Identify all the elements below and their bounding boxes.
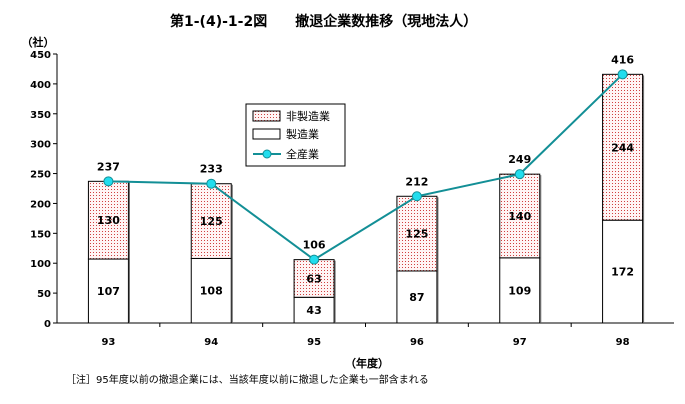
legend-label-manufacturing: 製造業 <box>286 127 319 141</box>
y-tick-label: 200 <box>30 199 51 210</box>
data-label-all-industries: 416 <box>611 53 634 66</box>
data-label-non-manufacturing: 63 <box>306 272 321 285</box>
data-label-manufacturing: 109 <box>508 284 531 297</box>
data-label-manufacturing: 87 <box>409 291 424 304</box>
bar-manufacturing <box>602 219 644 324</box>
bar-non-manufacturing <box>602 73 644 221</box>
y-tick-label: 400 <box>30 80 51 91</box>
y-tick-label: 300 <box>30 140 51 151</box>
bar-manufacturing <box>396 270 438 324</box>
data-label-non-manufacturing: 125 <box>200 215 223 228</box>
y-tick-label: 450 <box>30 50 51 61</box>
legend-marker-all-industries <box>262 149 272 159</box>
legend-label-non-manufacturing: 非製造業 <box>286 109 330 123</box>
data-label-non-manufacturing: 140 <box>508 210 531 223</box>
y-tick-label: 350 <box>30 110 51 121</box>
bar-manufacturing <box>499 257 541 324</box>
data-label-all-industries: 106 <box>303 239 326 252</box>
bar-manufacturing <box>87 258 129 324</box>
data-label-non-manufacturing: 244 <box>611 141 634 154</box>
data-label-all-industries: 233 <box>200 163 223 176</box>
bar-non-manufacturing <box>190 183 232 259</box>
bar-manufacturing <box>293 296 335 324</box>
bar-non-manufacturing <box>499 173 541 259</box>
y-tick-label: 150 <box>30 229 51 240</box>
legend-label-all-industries: 全産業 <box>286 147 319 161</box>
data-label-non-manufacturing: 130 <box>97 214 120 227</box>
bar-non-manufacturing <box>396 195 438 272</box>
data-label-all-industries: 212 <box>405 175 428 188</box>
x-axis-label: （年度） <box>345 356 389 370</box>
data-label-non-manufacturing: 125 <box>405 228 428 241</box>
y-axis-label: （社） <box>22 35 55 49</box>
legend-swatch-non-manufacturing <box>252 110 281 122</box>
marker-all-industries <box>206 178 217 189</box>
y-tick-label: 50 <box>37 289 51 300</box>
marker-all-industries <box>411 191 422 202</box>
data-label-all-industries: 237 <box>97 160 120 173</box>
data-label-all-industries: 249 <box>508 153 531 166</box>
y-tick-label: 100 <box>30 259 51 270</box>
x-tick-label: 95 <box>307 337 321 348</box>
data-label-manufacturing: 108 <box>200 285 223 298</box>
bar-non-manufacturing <box>87 180 129 260</box>
y-tick-label: 0 <box>44 319 51 330</box>
chart-note: ［注］95年度以前の撤退企業には、当該年度以前に撤退した企業も一部含まれる <box>66 373 429 386</box>
marker-all-industries <box>103 176 114 187</box>
x-tick-label: 94 <box>204 337 218 348</box>
marker-all-industries <box>514 169 525 180</box>
data-label-manufacturing: 172 <box>611 266 634 279</box>
chart-title: 第1-(4)-1-2図 撤退企業数推移（現地法人） <box>170 13 477 30</box>
x-tick-label: 96 <box>410 337 424 348</box>
marker-all-industries <box>309 254 320 265</box>
y-tick-label: 250 <box>30 170 51 181</box>
x-tick-label: 97 <box>513 337 527 348</box>
plot-area: 0 50 100 150 200 250 300 350 400 450 93 94 95 96 97 98 1… <box>30 50 674 348</box>
legend: 非製造業 製造業 全産業 <box>245 103 346 167</box>
legend-swatch-manufacturing <box>252 128 281 140</box>
x-tick-label: 98 <box>616 337 630 348</box>
x-tick-label: 93 <box>101 337 115 348</box>
data-label-manufacturing: 107 <box>97 285 120 298</box>
data-label-manufacturing: 43 <box>306 304 321 317</box>
marker-all-industries <box>617 69 628 80</box>
line-all-industries <box>108 73 624 261</box>
